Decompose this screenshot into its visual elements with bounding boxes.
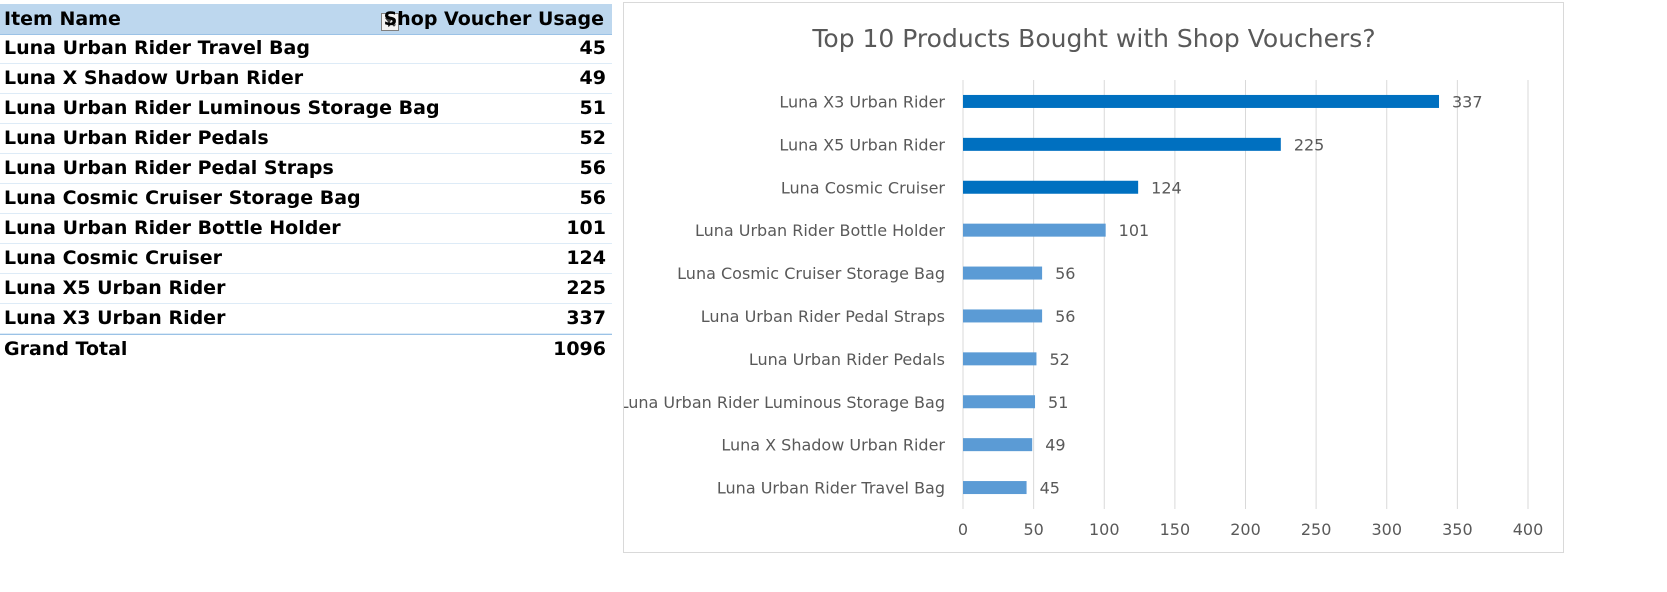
table-row[interactable]: Luna X Shadow Urban Rider 49 xyxy=(0,64,612,94)
data-label: 225 xyxy=(1294,135,1325,154)
table-row[interactable]: Luna Urban Rider Luminous Storage Bag 51 xyxy=(0,94,612,124)
table-row[interactable]: Luna X3 Urban Rider 337 xyxy=(0,304,612,334)
data-label: 45 xyxy=(1040,479,1060,498)
grand-total-row[interactable]: Grand Total 1096 xyxy=(0,334,612,364)
bar[interactable] xyxy=(963,309,1043,323)
x-tick-label: 100 xyxy=(1089,520,1120,539)
row-usage-value[interactable]: 49 xyxy=(579,67,606,89)
category-label: Luna Urban Rider Pedal Straps xyxy=(701,307,945,326)
category-label: Luna Urban Rider Pedals xyxy=(749,350,945,369)
data-label: 56 xyxy=(1055,307,1075,326)
grand-total-label[interactable]: Grand Total xyxy=(4,338,128,360)
bar[interactable] xyxy=(963,223,1106,237)
category-label: Luna Cosmic Cruiser xyxy=(781,178,946,197)
category-label: Luna Urban Rider Bottle Holder xyxy=(695,221,945,240)
table-row[interactable]: Luna Urban Rider Pedal Straps 56 xyxy=(0,154,612,184)
data-label: 49 xyxy=(1045,436,1065,455)
x-tick-label: 400 xyxy=(1513,520,1544,539)
category-label: Luna Urban Rider Travel Bag xyxy=(717,479,945,498)
header-usage[interactable]: Shop Voucher Usage xyxy=(383,8,604,30)
filter-sort-icon[interactable] xyxy=(381,13,399,31)
category-label: Luna X3 Urban Rider xyxy=(779,92,945,111)
row-item-name[interactable]: Luna Urban Rider Travel Bag xyxy=(4,37,310,59)
row-usage-value[interactable]: 56 xyxy=(579,157,606,179)
x-tick-label: 150 xyxy=(1160,520,1191,539)
row-item-name[interactable]: Luna X3 Urban Rider xyxy=(4,307,226,329)
table-row[interactable]: Luna X5 Urban Rider 225 xyxy=(0,274,612,304)
row-item-name[interactable]: Luna X5 Urban Rider xyxy=(4,277,226,299)
table-row[interactable]: Luna Urban Rider Pedals 52 xyxy=(0,124,612,154)
bar[interactable] xyxy=(963,180,1139,194)
bar-chart[interactable]: Top 10 Products Bought with Shop Voucher… xyxy=(623,2,1564,553)
category-label: Luna Cosmic Cruiser Storage Bag xyxy=(677,264,945,283)
row-item-name[interactable]: Luna Cosmic Cruiser xyxy=(4,247,223,269)
header-item-name[interactable]: Item Name xyxy=(4,8,121,30)
data-label: 101 xyxy=(1119,221,1150,240)
data-label: 51 xyxy=(1048,393,1068,412)
row-item-name[interactable]: Luna Cosmic Cruiser Storage Bag xyxy=(4,187,361,209)
x-tick-label: 0 xyxy=(958,520,968,539)
bar[interactable] xyxy=(963,266,1043,280)
bar[interactable] xyxy=(963,395,1036,409)
x-tick-label: 250 xyxy=(1301,520,1332,539)
x-tick-label: 300 xyxy=(1371,520,1402,539)
x-tick-label: 50 xyxy=(1023,520,1043,539)
row-usage-value[interactable]: 101 xyxy=(566,217,606,239)
row-usage-value[interactable]: 45 xyxy=(579,37,606,59)
pivot-header-row: Item Name Shop Voucher Usage xyxy=(0,4,612,35)
grand-total-value[interactable]: 1096 xyxy=(553,338,606,360)
category-label: Luna X Shadow Urban Rider xyxy=(721,436,945,455)
table-row[interactable]: Luna Urban Rider Bottle Holder 101 xyxy=(0,214,612,244)
row-usage-value[interactable]: 56 xyxy=(579,187,606,209)
bar[interactable] xyxy=(963,438,1033,452)
x-tick-label: 200 xyxy=(1230,520,1261,539)
row-item-name[interactable]: Luna X Shadow Urban Rider xyxy=(4,67,304,89)
row-item-name[interactable]: Luna Urban Rider Luminous Storage Bag xyxy=(4,97,440,119)
row-usage-value[interactable]: 52 xyxy=(579,127,606,149)
row-usage-value[interactable]: 225 xyxy=(566,277,606,299)
row-usage-value[interactable]: 124 xyxy=(566,247,606,269)
row-item-name[interactable]: Luna Urban Rider Pedal Straps xyxy=(4,157,334,179)
bar[interactable] xyxy=(963,94,1440,108)
bar[interactable] xyxy=(963,137,1281,151)
x-tick-label: 350 xyxy=(1442,520,1473,539)
category-label: Luna X5 Urban Rider xyxy=(779,135,945,154)
data-label: 124 xyxy=(1151,178,1182,197)
row-item-name[interactable]: Luna Urban Rider Pedals xyxy=(4,127,269,149)
row-usage-value[interactable]: 337 xyxy=(566,307,606,329)
chart-canvas: Top 10 Products Bought with Shop Voucher… xyxy=(624,24,1544,539)
category-label: Luna Urban Rider Luminous Storage Bag xyxy=(624,393,945,412)
bar[interactable] xyxy=(963,481,1027,495)
data-label: 52 xyxy=(1049,350,1069,369)
bar[interactable] xyxy=(963,352,1037,366)
table-row[interactable]: Luna Cosmic Cruiser Storage Bag 56 xyxy=(0,184,612,214)
table-row[interactable]: Luna Cosmic Cruiser 124 xyxy=(0,244,612,274)
data-label: 337 xyxy=(1452,92,1483,111)
table-row[interactable]: Luna Urban Rider Travel Bag 45 xyxy=(0,34,612,64)
row-usage-value[interactable]: 51 xyxy=(579,97,606,119)
row-item-name[interactable]: Luna Urban Rider Bottle Holder xyxy=(4,217,341,239)
data-label: 56 xyxy=(1055,264,1075,283)
chart-title: Top 10 Products Bought with Shop Voucher… xyxy=(811,24,1375,53)
